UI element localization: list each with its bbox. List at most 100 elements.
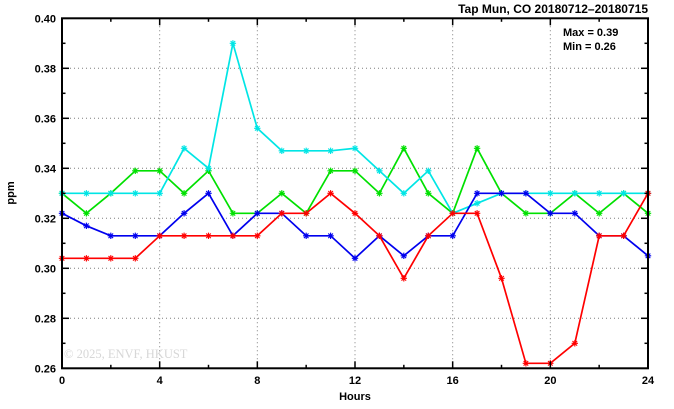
grid-layer — [62, 18, 648, 369]
y-tick-label: 0.26 — [35, 363, 56, 375]
x-tick-label: 0 — [59, 375, 65, 387]
data-point-marker — [473, 190, 481, 197]
data-point-marker — [547, 190, 554, 197]
chart-title: Tap Mun, CO 20180712–20180715 — [458, 2, 648, 16]
data-point-marker — [132, 190, 139, 197]
data-point-marker — [327, 190, 334, 197]
data-point-marker — [571, 210, 578, 217]
data-point-marker — [254, 232, 261, 240]
data-point-marker — [180, 145, 188, 152]
data-point-marker — [156, 190, 163, 197]
x-tick-label: 4 — [157, 375, 164, 387]
x-tick-label: 24 — [642, 375, 655, 387]
data-point-marker — [83, 210, 90, 217]
data-point-marker — [107, 232, 115, 240]
x-axis-label: Hours — [339, 391, 371, 403]
data-point-marker — [132, 167, 139, 175]
x-tick-label: 8 — [254, 375, 260, 387]
data-point-marker — [547, 210, 554, 217]
y-tick-label: 0.32 — [35, 213, 56, 225]
data-point-marker — [278, 147, 285, 155]
data-point-marker — [400, 190, 407, 197]
data-point-marker — [107, 255, 115, 262]
x-tick-label: 16 — [447, 375, 459, 387]
data-point-marker — [327, 147, 334, 155]
data-point-marker — [205, 165, 212, 172]
data-point-marker — [229, 40, 237, 47]
data-point-marker — [278, 210, 285, 217]
y-tick-label: 0.30 — [35, 263, 56, 275]
data-point-marker — [596, 210, 603, 217]
y-axis-label: ppm — [5, 181, 17, 204]
data-point-marker — [473, 210, 481, 217]
series-green — [58, 145, 652, 217]
data-point-marker — [522, 360, 530, 367]
data-point-marker — [351, 145, 359, 152]
data-point-marker — [205, 232, 212, 240]
data-point-marker — [620, 190, 627, 197]
data-point-marker — [229, 232, 237, 240]
data-point-marker — [473, 145, 481, 152]
data-point-marker — [83, 222, 90, 230]
data-point-marker — [596, 232, 603, 240]
data-point-marker — [498, 190, 505, 197]
data-point-marker — [425, 167, 432, 175]
data-point-marker — [351, 255, 359, 262]
data-point-marker — [156, 232, 163, 240]
data-point-marker — [473, 200, 481, 207]
data-point-marker — [522, 190, 530, 197]
data-point-marker — [278, 190, 285, 197]
series-green-line — [61, 146, 649, 215]
data-point-marker — [596, 190, 603, 197]
y-tick-label: 0.38 — [35, 63, 56, 75]
data-point-marker — [400, 275, 407, 282]
data-point-marker — [132, 255, 139, 262]
y-tick-label: 0.28 — [35, 313, 56, 325]
y-tick-label: 0.40 — [35, 13, 56, 25]
max-annotation: Max = 0.39 — [563, 27, 618, 39]
data-point-marker — [254, 125, 261, 132]
watermark: © 2025, ENVF, HKUST — [64, 347, 188, 361]
data-point-marker — [376, 232, 383, 240]
data-point-marker — [303, 232, 310, 240]
data-point-marker — [449, 210, 456, 217]
data-point-marker — [303, 210, 310, 217]
data-point-marker — [303, 147, 310, 155]
y-tick-label: 0.36 — [35, 113, 56, 125]
data-point-marker — [425, 190, 432, 197]
min-annotation: Min = 0.26 — [563, 41, 616, 53]
data-point-marker — [400, 252, 407, 260]
axes-layer: 0 4 8 12 16 20 24 0.26 0.28 0.30 0.32 0.34 0.36 0.38 0… — [35, 13, 655, 387]
data-point-marker — [376, 190, 383, 197]
data-point-marker — [400, 145, 407, 152]
x-tick-label: 20 — [544, 375, 556, 387]
data-point-marker — [620, 232, 627, 240]
data-point-marker — [351, 167, 359, 175]
data-point-marker — [156, 167, 163, 175]
data-point-marker — [425, 232, 432, 240]
data-point-marker — [205, 190, 212, 197]
data-point-marker — [254, 210, 261, 217]
y-tick-label: 0.34 — [35, 163, 57, 175]
data-point-marker — [376, 167, 383, 175]
data-point-marker — [327, 232, 334, 240]
data-point-marker — [229, 210, 237, 217]
data-point-marker — [132, 232, 139, 240]
data-point-marker — [327, 167, 334, 175]
data-point-marker — [83, 190, 90, 197]
data-point-marker — [449, 232, 456, 240]
data-point-marker — [180, 210, 188, 217]
data-point-marker — [522, 210, 530, 217]
data-point-marker — [571, 340, 578, 347]
data-point-marker — [351, 210, 359, 217]
data-point-marker — [180, 232, 188, 240]
data-point-marker — [83, 255, 90, 262]
data-point-marker — [571, 190, 578, 197]
data-point-marker — [498, 275, 505, 282]
data-point-marker — [107, 190, 115, 197]
series-cyan-line — [62, 43, 648, 215]
x-tick-label: 12 — [349, 375, 361, 387]
data-point-marker — [180, 190, 188, 197]
